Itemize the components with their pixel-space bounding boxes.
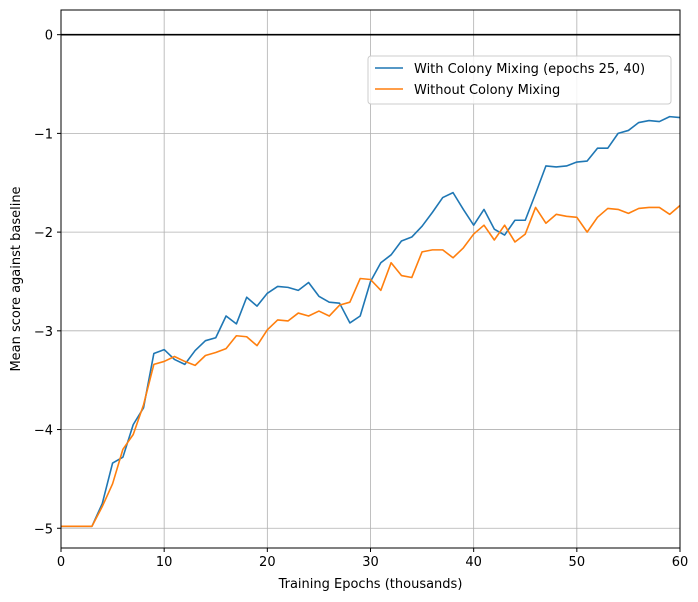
legend-label-with-mixing: With Colony Mixing (epochs 25, 40) (414, 62, 645, 77)
x-tick-label-0: 0 (57, 555, 65, 570)
x-tick-label-4: 40 (465, 555, 482, 570)
y-tick-label-5: 0 (45, 29, 53, 44)
x-tick-label-6: 60 (672, 555, 689, 570)
x-tick-label-5: 50 (569, 555, 586, 570)
x-tick-label-3: 30 (362, 555, 379, 570)
y-tick-label-2: −3 (34, 325, 53, 340)
x-tick-label-2: 20 (259, 555, 276, 570)
y-axis-ticks: −5 −4 −3 −2 −1 0 (34, 29, 61, 537)
x-tick-label-1: 10 (156, 555, 173, 570)
series-line-0 (61, 115, 681, 528)
x-axis-label: Training Epochs (thousands) (278, 577, 463, 592)
legend: With Colony Mixing (epochs 25, 40) Witho… (367, 55, 672, 105)
series-lines (61, 115, 681, 528)
y-axis-label: Mean score against baseline (9, 186, 24, 371)
legend-box (367, 55, 672, 105)
series-line-1 (61, 204, 681, 528)
legend-label-without-mixing: Without Colony Mixing (414, 83, 560, 98)
y-tick-label-1: −4 (34, 424, 53, 439)
y-tick-label-3: −2 (34, 226, 53, 241)
y-tick-label-0: −5 (34, 522, 53, 537)
x-axis-ticks: 0 10 20 30 40 50 60 (57, 548, 688, 570)
y-tick-label-4: −1 (34, 127, 53, 142)
